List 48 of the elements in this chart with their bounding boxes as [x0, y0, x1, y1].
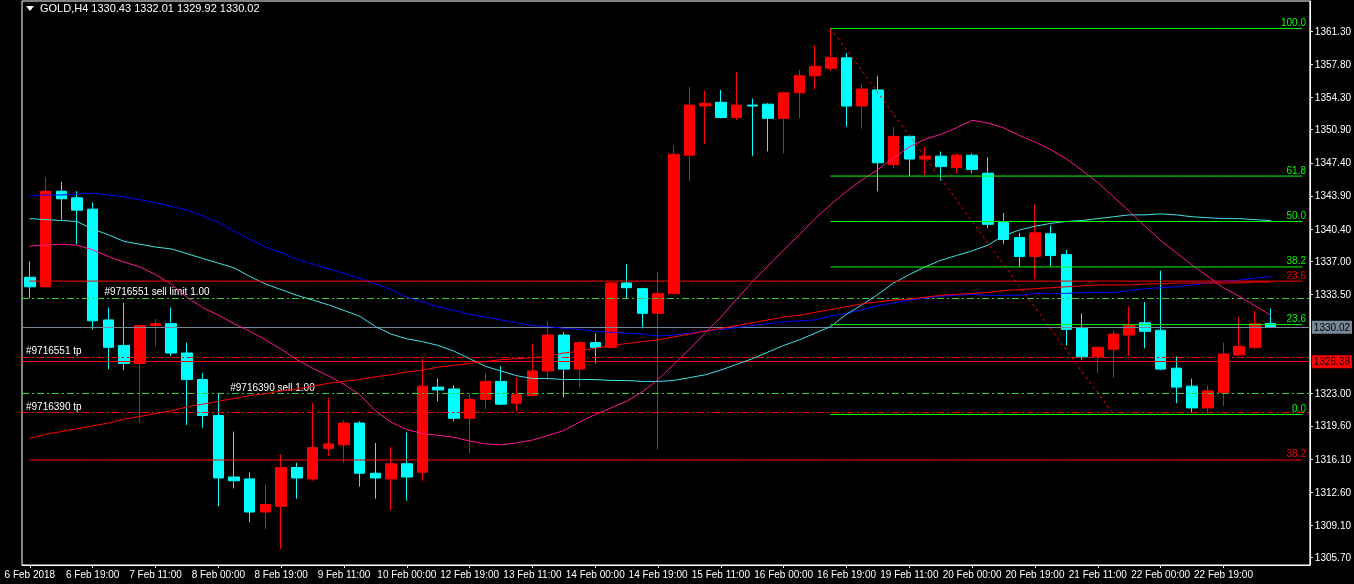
x-tick-label: 16 Feb 00:00 [754, 568, 814, 580]
y-tick-label: 1316.10 [1314, 453, 1352, 465]
x-tick-label: 8 Feb 00:00 [191, 568, 246, 580]
x-tick-label: 19 Feb 11:00 [880, 568, 939, 580]
x-tick-label: 9 Feb 11:00 [317, 568, 371, 580]
x-tick-label: 22 Feb 19:00 [1194, 568, 1254, 580]
x-tick-label: 13 Feb 11:00 [503, 568, 562, 580]
y-tick-label: 1309.10 [1314, 519, 1352, 531]
chart-title: GOLD,H4 1330.43 1332.01 1329.92 1330.02 [40, 2, 260, 15]
x-tick-label: 20 Feb 00:00 [942, 568, 1003, 580]
x-tick-label: 22 Feb 00:00 [1131, 568, 1191, 580]
x-tick-label: 7 Feb 11:00 [129, 568, 183, 580]
x-tick-label: 20 Feb 19:00 [1005, 568, 1065, 580]
x-tick-label: 15 Feb 11:00 [691, 568, 751, 580]
y-tick-label: 1319.60 [1314, 420, 1352, 432]
y-tick-label: 1333.50 [1314, 288, 1352, 300]
y-tick-label: 1343.90 [1314, 190, 1352, 202]
y-tick-label: 1354.30 [1314, 92, 1352, 104]
series-label: 38.2 [1286, 255, 1307, 267]
y-tick-label: 1323.00 [1314, 388, 1352, 400]
y-tick-label: 1340.40 [1314, 223, 1352, 235]
y-tick-label: 1337.00 [1314, 255, 1352, 267]
x-tick-label: 6 Feb 19:00 [65, 568, 120, 580]
y-tick-label: 1305.70 [1314, 551, 1352, 563]
x-tick-label: 12 Feb 19:00 [440, 568, 500, 580]
x-tick-label: 10 Feb 00:00 [377, 568, 437, 580]
y-tick-label: 1357.80 [1314, 58, 1352, 70]
x-tick-label: 16 Feb 19:00 [817, 568, 877, 580]
ref-line-label: 1330.02 [1313, 321, 1351, 333]
y-tick-label: 1312.60 [1314, 486, 1352, 498]
series-label: 100.0 [1280, 16, 1307, 28]
series-label: 23.6 [1286, 313, 1307, 325]
series-label: 38.2 [1286, 448, 1307, 460]
series-label: 0.0 [1292, 403, 1307, 415]
ref-line-label: #9716390 tp [26, 400, 83, 412]
ref-line-label: #9716551 tp [26, 344, 83, 356]
x-tick-label: 8 Feb 19:00 [254, 568, 309, 580]
x-tick-label: 6 Feb 2018 [4, 568, 56, 580]
x-tick-label: 14 Feb 19:00 [628, 568, 688, 580]
x-tick-label: 14 Feb 00:00 [565, 568, 626, 580]
y-tick-label: 1361.30 [1314, 25, 1352, 37]
series-label: 61.8 [1286, 164, 1307, 176]
series-label: 50.0 [1286, 209, 1307, 221]
series-label: 23.6 [1286, 269, 1307, 281]
ref-line-label: 1326.38 [1313, 356, 1351, 368]
y-tick-label: 1350.90 [1314, 124, 1352, 136]
x-tick-label: 21 Feb 11:00 [1068, 568, 1128, 580]
y-tick-label: 1347.40 [1314, 157, 1352, 169]
